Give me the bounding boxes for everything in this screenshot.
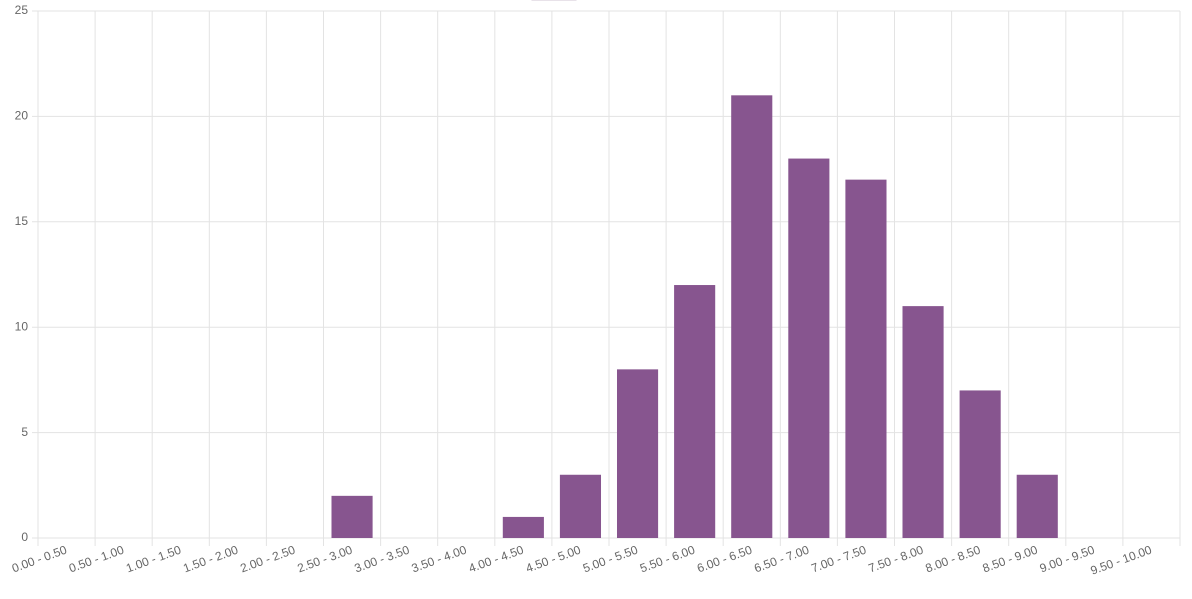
bar: [788, 158, 830, 538]
bar: [331, 495, 373, 538]
y-tick-label: 0: [21, 530, 28, 544]
x-tick-label: 8.00 - 8.50: [924, 543, 983, 576]
x-tick-label: 1.00 - 1.50: [124, 543, 183, 576]
y-tick-label: 5: [21, 425, 28, 439]
x-tick-label: 9.00 - 9.50: [1038, 543, 1097, 576]
x-tick-label: 3.00 - 3.50: [353, 543, 412, 576]
x-tick-label: 1.50 - 2.00: [181, 543, 240, 576]
bar: [845, 179, 887, 538]
y-tick-label: 15: [15, 214, 29, 228]
x-tick-label: 2.50 - 3.00: [295, 543, 354, 576]
bar: [616, 369, 659, 538]
x-tick-label: 7.50 - 8.00: [866, 543, 925, 576]
x-tick-label: 6.00 - 6.50: [695, 543, 754, 576]
y-tick-label: 10: [15, 319, 29, 333]
bar: [502, 516, 544, 538]
bar: [959, 390, 1001, 538]
x-tick-label: 7.00 - 7.50: [809, 543, 868, 576]
bar: [559, 474, 602, 538]
bar: [674, 285, 716, 538]
x-tick-label: 9.50 - 10.00: [1089, 543, 1154, 578]
bar: [902, 306, 944, 538]
x-tick-label: 0.00 - 0.50: [10, 543, 69, 576]
x-tick-label: 4.50 - 5.00: [524, 543, 583, 576]
x-tick-label: 6.50 - 7.00: [752, 543, 811, 576]
y-tick-label: 20: [15, 109, 29, 123]
bar: [1016, 474, 1058, 538]
x-tick-label: 5.00 - 5.50: [581, 543, 640, 576]
x-tick-label: 0.50 - 1.00: [67, 543, 126, 576]
bar: [731, 95, 773, 538]
y-tick-label: 25: [15, 3, 29, 17]
x-tick-label: 5.50 - 6.00: [638, 543, 697, 576]
x-tick-label: 4.00 - 4.50: [467, 543, 526, 576]
x-tick-label: 2.00 - 2.50: [238, 543, 297, 576]
x-tick-label: 8.50 - 9.00: [981, 543, 1040, 576]
x-tick-label: 3.50 - 4.00: [410, 543, 469, 576]
